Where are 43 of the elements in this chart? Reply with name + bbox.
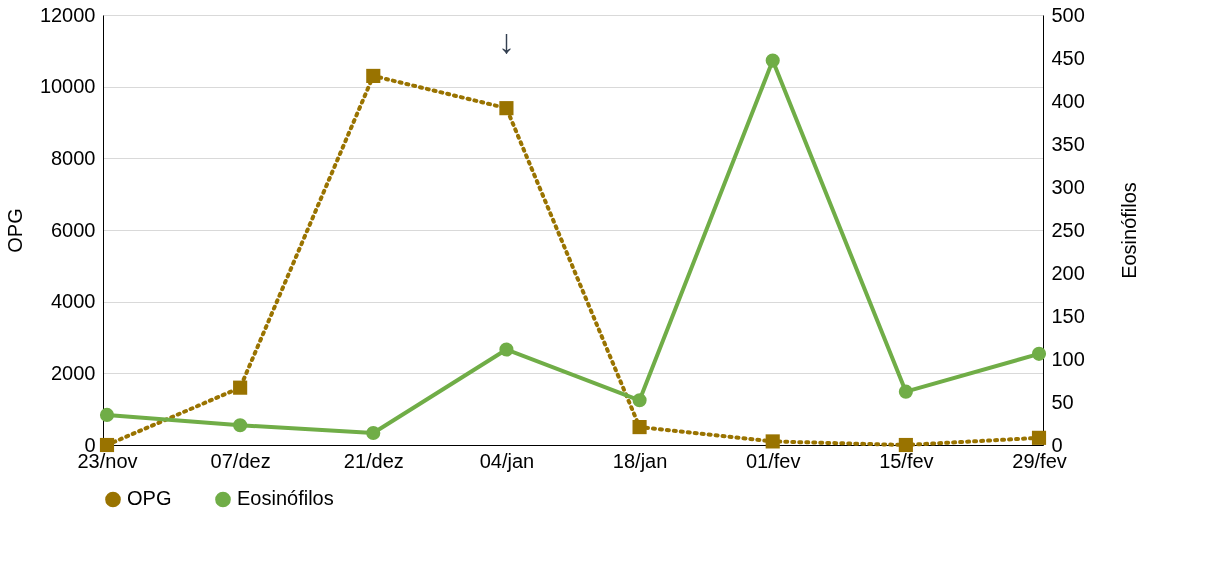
y-tick-label: 2000 [51, 361, 96, 384]
y-tick-label: 10000 [39, 75, 96, 98]
point [1031, 346, 1047, 361]
y-tick-label: 8000 [51, 146, 96, 169]
y2-tick-label: 250 [1051, 218, 1085, 241]
y-axis-title: OPG [3, 208, 26, 253]
y2-tick-label: 400 [1051, 89, 1085, 112]
annotation: ↓ [497, 22, 515, 60]
y2-tick-label: 350 [1051, 132, 1085, 155]
point [898, 437, 913, 453]
y2-tick-label: 500 [1051, 3, 1085, 26]
y2-tick-label: 150 [1051, 304, 1085, 327]
x-tick-label: 07/dez [210, 449, 271, 472]
y-tick-label: 4000 [51, 290, 96, 313]
point [499, 342, 514, 357]
point [765, 53, 780, 68]
point [366, 68, 381, 83]
point [99, 407, 115, 422]
y2-tick-label: 100 [1051, 347, 1085, 370]
point [499, 101, 514, 116]
y2-tick-label: 200 [1051, 261, 1085, 284]
x-tick-label: 15/fev [879, 449, 934, 472]
x-tick-label: 18/jan [612, 449, 668, 472]
point [765, 434, 780, 449]
point [366, 425, 381, 441]
point [898, 384, 913, 399]
y2-axis-title: Eosinófilos [1117, 182, 1140, 279]
y-tick-label: 6000 [51, 218, 96, 241]
x-tick-label: 21/dez [343, 449, 404, 472]
y2-tick-label: 50 [1051, 390, 1074, 413]
legend-label: OPG [127, 487, 172, 510]
y2-tick-label: 300 [1051, 175, 1085, 198]
y-tick-label: 12000 [39, 3, 96, 26]
x-tick-label: 04/jan [479, 449, 535, 472]
y2-tick-label: 450 [1051, 46, 1085, 69]
point [1031, 430, 1047, 445]
point [233, 418, 248, 433]
y2-tick-label: 0 [1051, 433, 1063, 456]
legend-label: Eosinófilos [237, 487, 334, 510]
x-tick-label: 01/fev [745, 449, 801, 472]
point [632, 393, 647, 408]
point [233, 380, 248, 395]
point [632, 420, 647, 435]
